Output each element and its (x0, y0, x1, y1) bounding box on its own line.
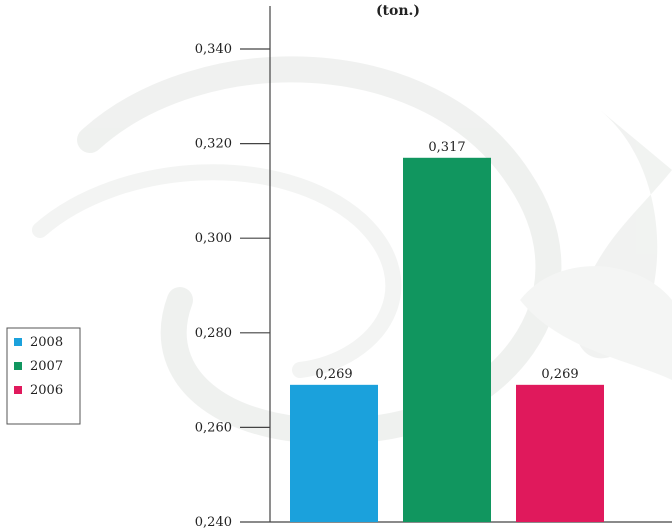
y-tick-label: 0,280 (195, 326, 232, 341)
legend-swatch-2008 (14, 338, 22, 346)
bar-value-labels: 0,269 0,317 0,269 (315, 140, 578, 382)
bar-value-label: 0,317 (428, 140, 465, 155)
bar-series (290, 157, 604, 523)
y-tick-label: 0,300 (195, 231, 232, 246)
y-tick-label: 0,340 (195, 42, 232, 57)
y-tick-label: 0,240 (195, 515, 232, 530)
legend-swatch-2006 (14, 386, 22, 394)
legend-label: 2007 (30, 359, 63, 374)
bar-value-label: 0,269 (541, 367, 578, 382)
legend-swatch-2007 (14, 362, 22, 370)
background-decoration (32, 56, 672, 445)
chart-unit-title: (ton.) (376, 3, 420, 19)
bar-value-label: 0,269 (315, 367, 352, 382)
y-tick-label: 0,320 (195, 137, 232, 152)
bar-2008 (290, 384, 378, 522)
y-tick-label: 0,260 (195, 420, 232, 435)
y-axis-ticks: 0,240 0,260 0,280 0,300 0,320 0,340 (195, 42, 270, 530)
bar-2007 (403, 157, 491, 523)
legend-label: 2008 (30, 335, 63, 350)
chart-legend: 2008 2007 2006 (6, 327, 81, 425)
legend-label: 2006 (30, 383, 63, 398)
bar-2006 (516, 384, 604, 522)
